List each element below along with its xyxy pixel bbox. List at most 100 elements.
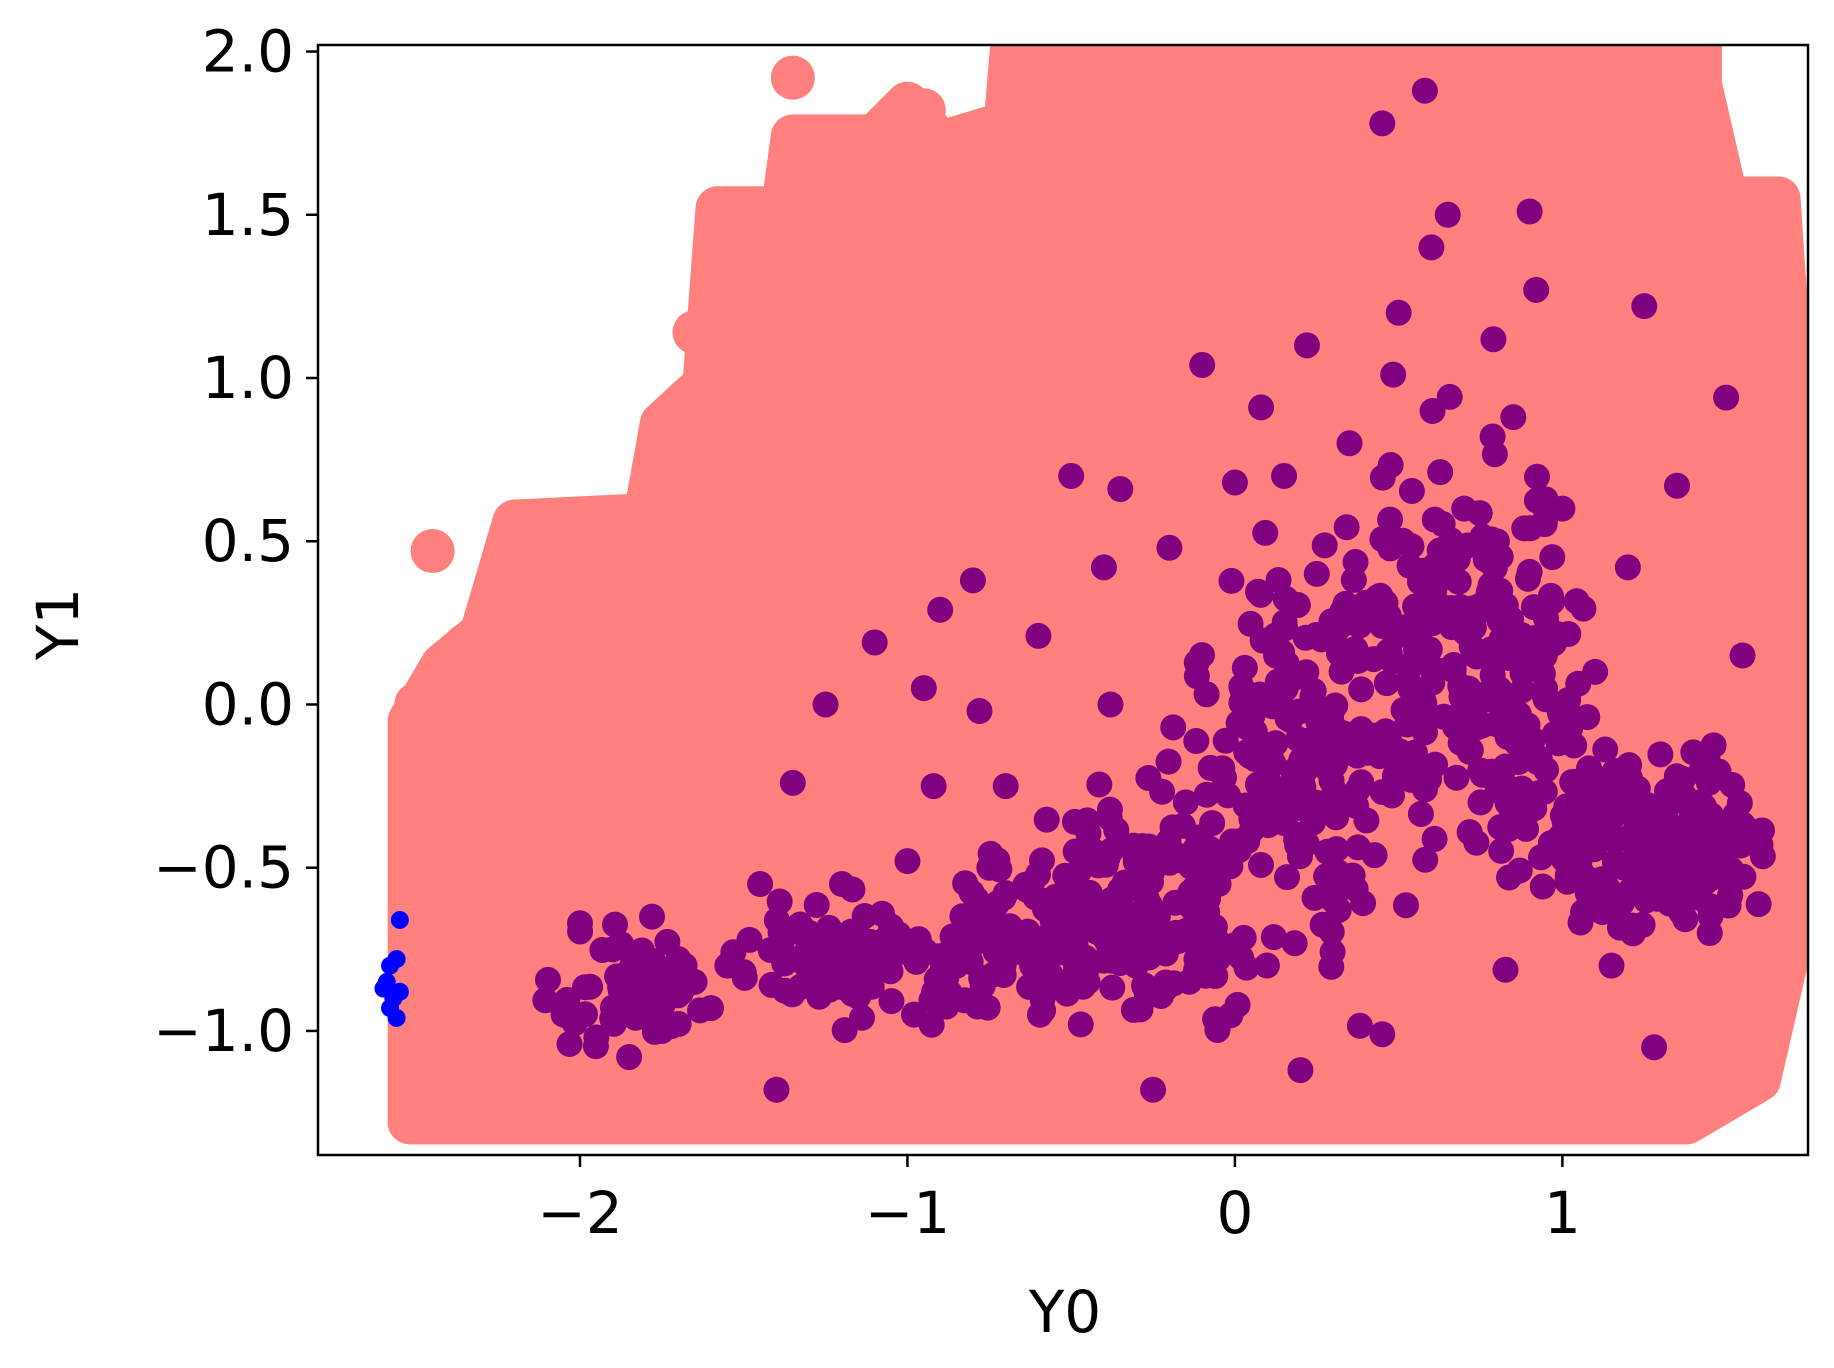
scatter-point	[1090, 554, 1117, 581]
scatter-point	[1390, 697, 1417, 724]
scatter-point	[1107, 476, 1134, 502]
scatter-point	[952, 870, 979, 897]
scatter-point	[1514, 712, 1541, 739]
scatter-point	[1348, 769, 1375, 796]
scatter-point	[1380, 361, 1407, 388]
scatter-point	[1546, 698, 1573, 725]
scatter-point	[1713, 384, 1740, 411]
scatter-point	[1092, 907, 1119, 934]
scatter-point	[730, 959, 757, 986]
scatter-point	[600, 1010, 627, 1037]
scatter-point	[1753, 182, 1798, 227]
scatter-point	[632, 985, 659, 1012]
scatter-point	[583, 1024, 610, 1051]
scatter-point	[1182, 901, 1209, 928]
scatter-point	[1696, 920, 1723, 946]
scatter-point	[1480, 326, 1507, 353]
scatter-point	[1329, 598, 1356, 625]
scatter-point	[992, 773, 1019, 800]
scatter-point	[1690, 853, 1717, 880]
scatter-point	[1097, 691, 1124, 718]
scatter-point	[1705, 758, 1732, 785]
scatter-point	[1398, 477, 1425, 504]
scatter-series-0	[387, 45, 1808, 1145]
scatter-point	[890, 938, 917, 965]
scatter-point	[1199, 810, 1226, 837]
scatter-point	[1574, 880, 1601, 907]
scatter-point	[1318, 953, 1345, 980]
scatter-point	[1463, 829, 1490, 856]
scatter-point	[803, 891, 830, 918]
scatter-point	[1057, 864, 1084, 891]
scatter-point	[828, 871, 855, 898]
scatter-point	[1292, 624, 1319, 651]
scatter-point	[1136, 944, 1163, 971]
scatter-point	[1112, 945, 1139, 972]
scatter-point	[1033, 806, 1060, 833]
scatter-point	[1447, 672, 1474, 699]
scatter-series-1	[532, 77, 1776, 1103]
scatter-point	[1436, 383, 1463, 410]
scatter-point	[1469, 761, 1496, 788]
scatter-point	[878, 988, 905, 1015]
scatter-point	[1411, 77, 1438, 104]
scatter-point	[1057, 932, 1084, 959]
scatter-point	[1372, 589, 1399, 616]
scatter-point	[1183, 663, 1210, 690]
scatter-point	[1392, 892, 1419, 919]
scatter-point	[1700, 732, 1727, 759]
scatter-point	[1496, 864, 1523, 891]
scatter-point	[1123, 871, 1150, 898]
scatter-point	[1014, 876, 1041, 903]
scatter-point	[796, 920, 823, 946]
scatter-point	[1035, 958, 1062, 985]
scatter-point	[459, 1090, 504, 1135]
scatter-point	[1481, 650, 1508, 677]
scatter-point	[1671, 55, 1716, 100]
scatter-point	[1369, 110, 1396, 137]
scatter-point	[556, 1030, 583, 1057]
x-tick-label: 0	[1216, 1179, 1253, 1247]
scatter-point	[1140, 1076, 1167, 1103]
scatter-point	[1474, 1090, 1519, 1135]
scatter-point	[1647, 854, 1674, 881]
scatter-point	[1683, 810, 1710, 837]
scatter-point	[1238, 735, 1265, 762]
scatter-point	[1749, 843, 1776, 870]
scatter-point	[1202, 1006, 1229, 1033]
scatter-point	[1025, 622, 1052, 649]
scatter-point	[1155, 748, 1182, 775]
scatter-point	[1460, 614, 1487, 641]
scatter-point	[845, 968, 872, 995]
scatter-point	[1438, 595, 1465, 622]
scatter-point	[1398, 533, 1425, 560]
scatter-point	[1054, 980, 1081, 1007]
scatter-point	[639, 903, 666, 930]
scatter-point	[1704, 1057, 1749, 1102]
scatter-point	[1605, 1090, 1650, 1135]
scatter-point	[920, 773, 947, 800]
scatter-point	[602, 911, 629, 938]
scatter-point	[1189, 351, 1216, 378]
scatter-point	[1172, 789, 1199, 816]
scatter-point	[1193, 925, 1220, 952]
scatter-point	[1131, 973, 1158, 1000]
scatter-point	[1434, 201, 1461, 228]
scatter-point	[1176, 968, 1203, 995]
scatter-point	[803, 182, 848, 227]
scatter-point	[776, 919, 803, 946]
scatter-point	[1635, 814, 1662, 841]
scatter-point	[1729, 642, 1756, 669]
scatter-point	[950, 153, 995, 198]
scatter-point	[599, 936, 626, 963]
scatter-point	[1753, 682, 1798, 727]
scatter-point	[1099, 974, 1126, 1001]
scatter-point	[1445, 568, 1472, 595]
scatter-point	[1260, 924, 1287, 951]
scatter-point	[1262, 622, 1289, 649]
scatter-point	[1098, 886, 1125, 913]
scatter-point	[974, 901, 1001, 928]
scatter-point	[763, 1076, 790, 1103]
